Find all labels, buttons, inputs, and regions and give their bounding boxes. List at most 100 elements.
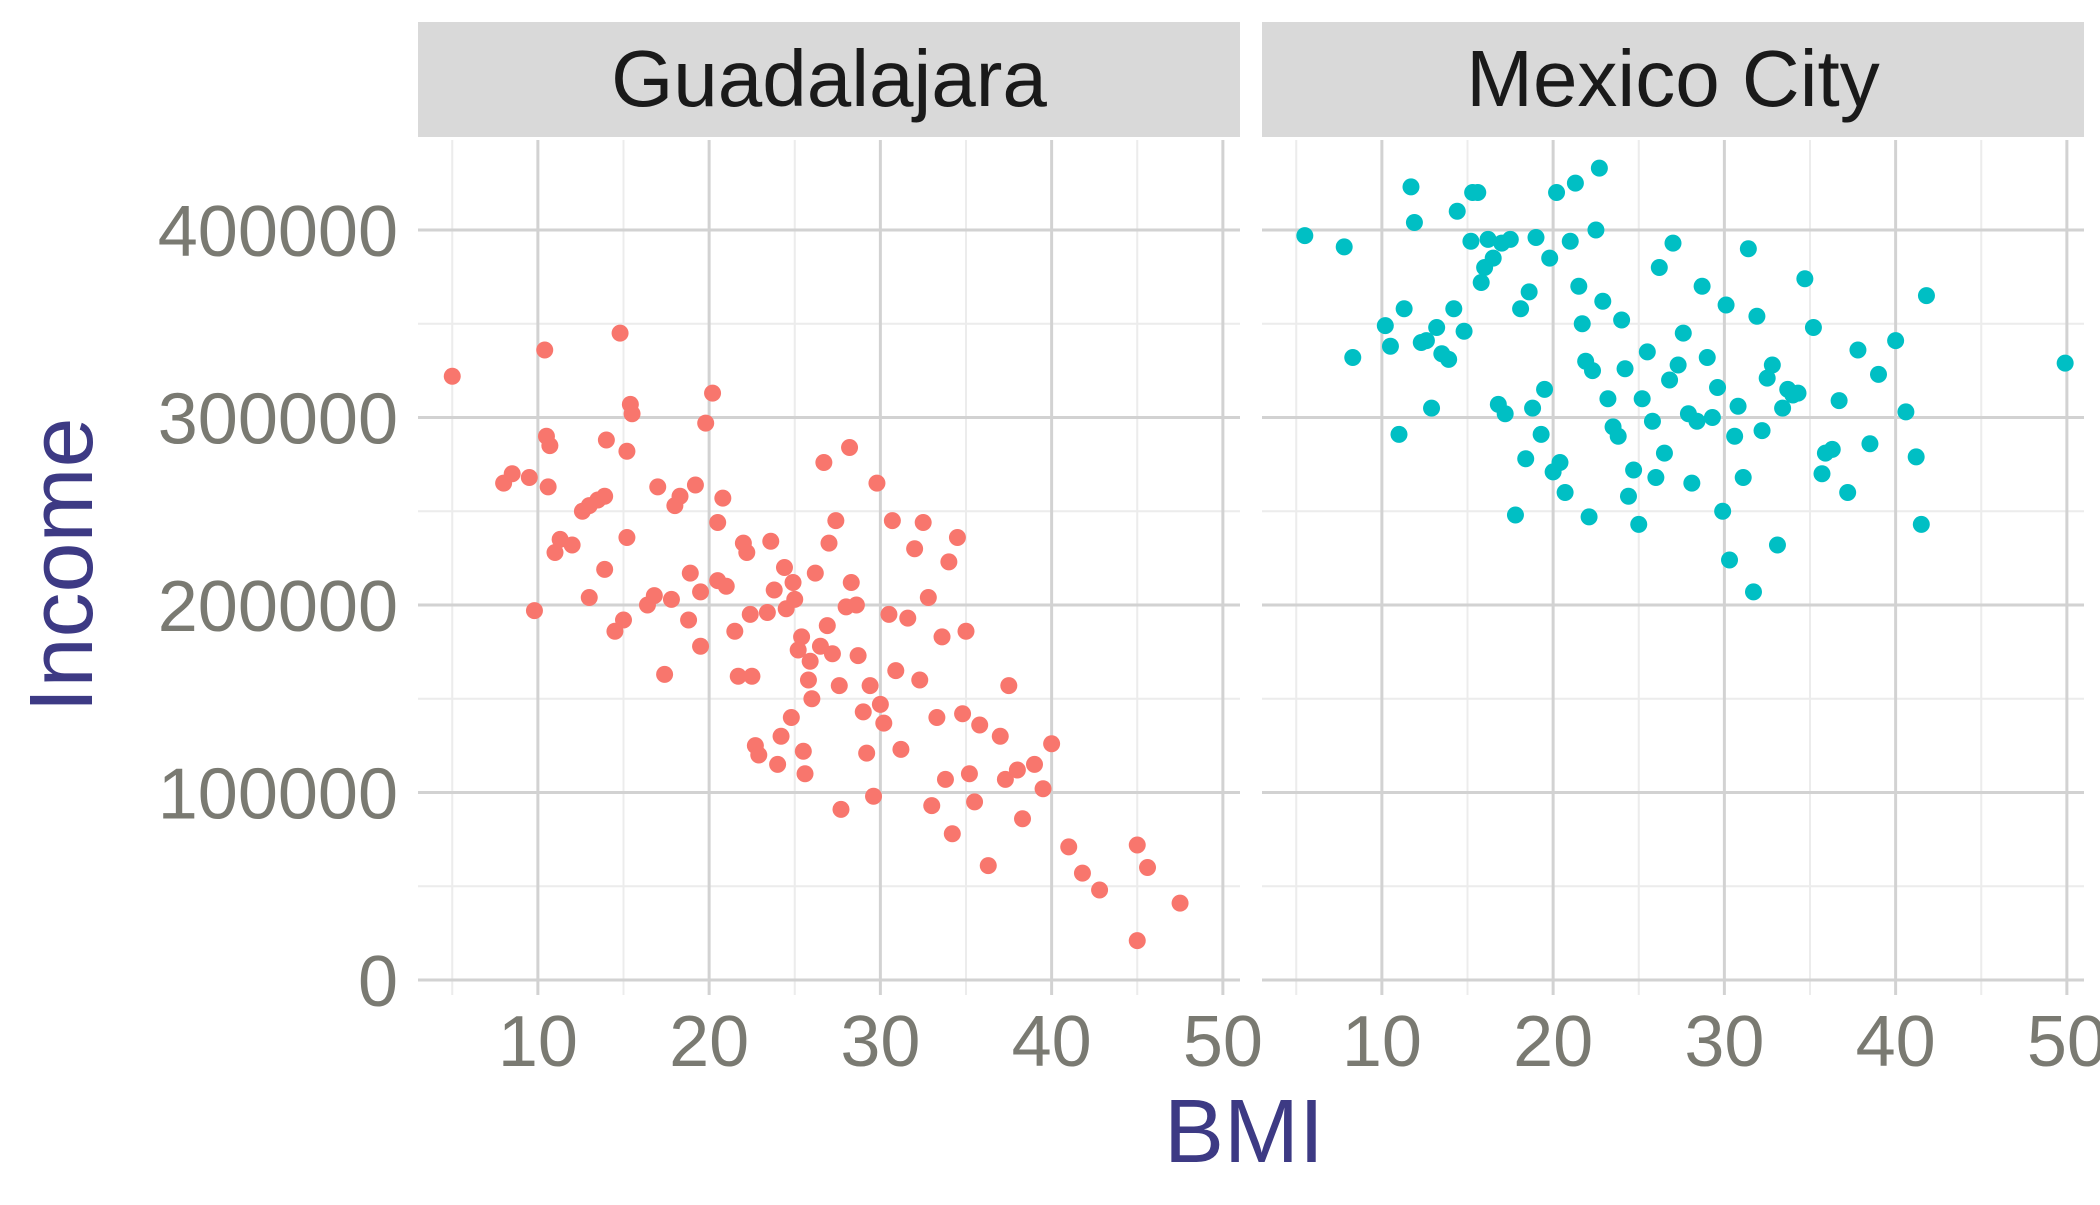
data-point bbox=[1721, 551, 1739, 569]
data-point bbox=[775, 559, 793, 576]
data-point bbox=[1897, 403, 1915, 421]
data-point bbox=[692, 637, 710, 655]
data-point bbox=[1128, 836, 1146, 854]
data-point bbox=[923, 797, 941, 815]
data-point bbox=[1796, 270, 1814, 288]
data-point bbox=[546, 544, 564, 561]
data-point bbox=[750, 746, 768, 764]
data-point bbox=[868, 474, 886, 492]
data-point bbox=[563, 536, 581, 554]
data-point bbox=[1774, 399, 1792, 417]
data-point bbox=[1008, 761, 1026, 779]
data-point bbox=[1034, 780, 1052, 798]
data-point bbox=[765, 581, 783, 599]
y-tick-label: 100000 bbox=[158, 755, 398, 835]
data-point bbox=[758, 604, 776, 621]
data-point bbox=[1688, 412, 1706, 430]
data-point bbox=[1729, 397, 1747, 415]
data-point bbox=[1870, 365, 1887, 383]
data-point bbox=[1405, 214, 1423, 231]
data-point bbox=[793, 628, 811, 646]
data-point bbox=[1556, 484, 1574, 501]
data-point bbox=[1734, 469, 1752, 486]
data-point bbox=[1625, 461, 1643, 479]
data-point bbox=[726, 622, 744, 640]
data-point bbox=[919, 589, 937, 606]
data-point bbox=[1698, 349, 1716, 366]
data-point bbox=[692, 583, 710, 601]
data-point bbox=[1643, 412, 1661, 430]
data-point bbox=[830, 677, 848, 695]
data-point bbox=[892, 740, 910, 758]
data-point bbox=[1674, 324, 1692, 342]
x-tick-label: 10 bbox=[498, 1002, 578, 1082]
data-point bbox=[1440, 350, 1458, 368]
x-tick-label: 20 bbox=[1513, 1002, 1593, 1082]
data-point bbox=[772, 727, 790, 745]
data-point bbox=[1849, 341, 1867, 359]
data-point bbox=[996, 770, 1014, 788]
data-point bbox=[1448, 202, 1466, 220]
data-point bbox=[1693, 277, 1711, 295]
data-point bbox=[786, 590, 804, 608]
data-point bbox=[933, 628, 951, 646]
data-point bbox=[1813, 465, 1831, 483]
data-point bbox=[803, 690, 821, 708]
data-point bbox=[520, 469, 538, 486]
x-tick-label: 50 bbox=[1183, 1002, 1263, 1082]
data-point bbox=[704, 384, 722, 402]
data-point bbox=[1655, 444, 1673, 462]
facet-strip-label: Guadalajara bbox=[611, 34, 1047, 123]
data-point bbox=[1395, 300, 1413, 318]
data-point bbox=[611, 324, 629, 342]
data-point bbox=[762, 532, 780, 550]
data-point bbox=[1768, 536, 1786, 554]
data-point bbox=[1573, 315, 1591, 333]
data-point bbox=[847, 596, 865, 614]
data-point bbox=[832, 800, 850, 818]
data-point bbox=[1376, 317, 1394, 335]
data-point bbox=[743, 667, 761, 685]
data-point bbox=[1171, 894, 1189, 912]
panel-1: Mexico City 10 20 30 40 50 bbox=[1262, 22, 2100, 1082]
data-point bbox=[1650, 259, 1668, 276]
data-point bbox=[1479, 230, 1497, 248]
facet-strip bbox=[1262, 22, 2084, 137]
data-point bbox=[887, 662, 905, 680]
data-point bbox=[662, 590, 680, 608]
data-point bbox=[940, 553, 958, 571]
data-point bbox=[1584, 362, 1602, 380]
data-point bbox=[525, 602, 543, 620]
data-point bbox=[914, 514, 932, 531]
data-point bbox=[991, 727, 1009, 745]
data-point bbox=[1599, 390, 1617, 408]
data-point bbox=[827, 512, 845, 530]
y-tick-label: 400000 bbox=[158, 192, 398, 272]
data-point bbox=[1462, 232, 1480, 250]
y-tick-label: 0 bbox=[358, 942, 398, 1022]
data-point bbox=[714, 489, 732, 507]
data-point bbox=[1804, 319, 1822, 336]
data-point bbox=[536, 341, 554, 359]
y-axis-ticks: 0 100000 200000 300000 400000 bbox=[158, 192, 398, 1022]
data-point bbox=[806, 564, 824, 582]
data-point bbox=[794, 742, 812, 760]
data-point bbox=[801, 652, 819, 670]
data-point bbox=[966, 793, 984, 811]
data-point bbox=[1714, 502, 1732, 520]
data-point bbox=[769, 755, 787, 773]
data-point bbox=[539, 478, 557, 496]
data-point bbox=[1428, 319, 1446, 336]
data-point bbox=[1043, 735, 1061, 753]
data-point bbox=[741, 605, 759, 623]
data-point bbox=[709, 514, 727, 531]
data-point bbox=[621, 395, 639, 413]
data-point bbox=[906, 540, 924, 558]
data-point bbox=[1748, 307, 1766, 325]
data-point bbox=[1496, 405, 1514, 423]
data-point bbox=[948, 529, 966, 546]
x-tick-label: 10 bbox=[1342, 1002, 1422, 1082]
data-point bbox=[871, 695, 889, 713]
